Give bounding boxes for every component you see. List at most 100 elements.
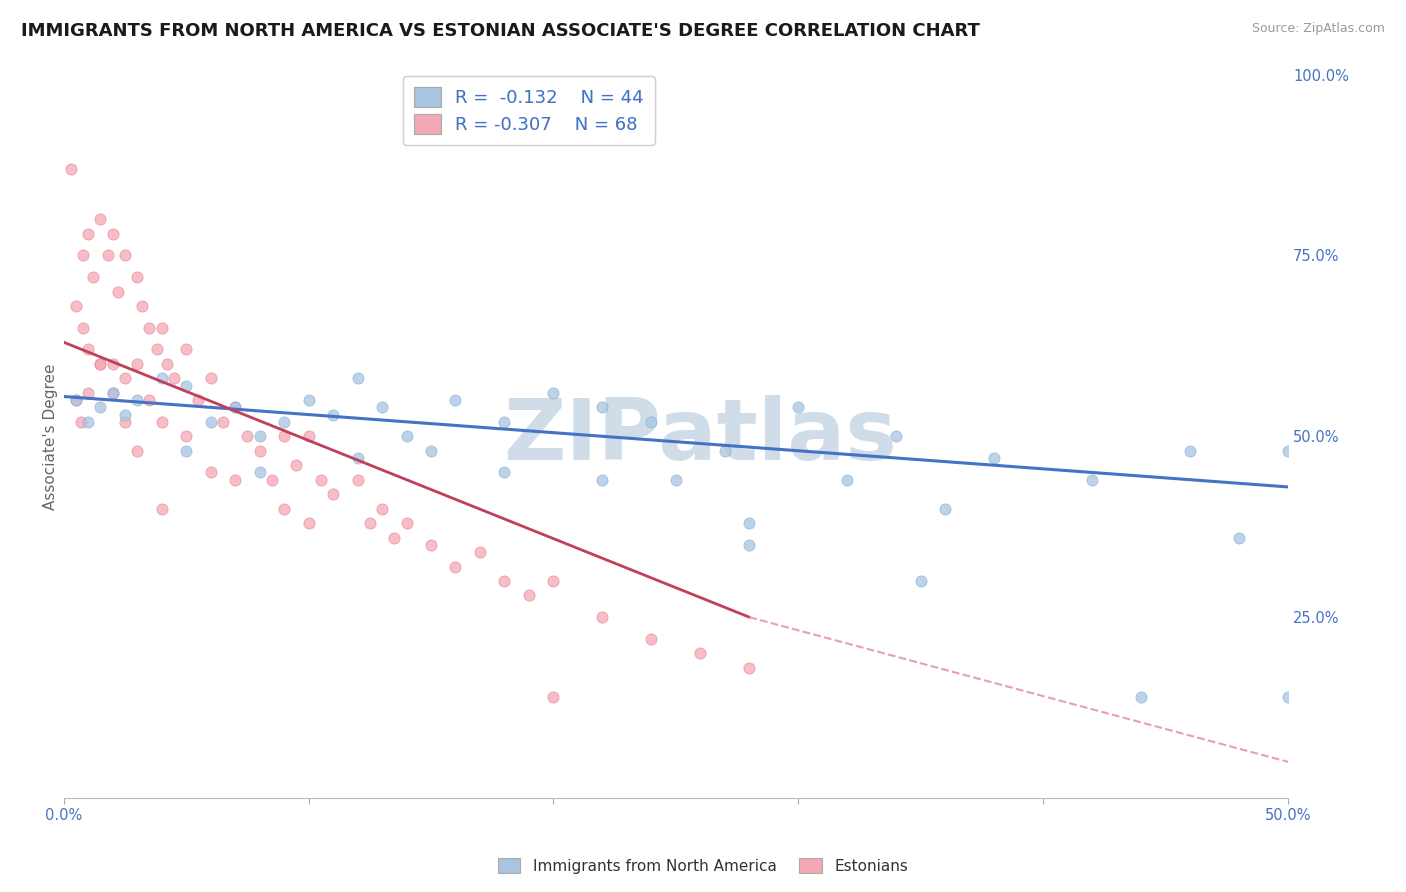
- Point: [395, 429, 418, 443]
- Point: [150, 501, 173, 516]
- Point: [884, 429, 907, 443]
- Point: [200, 466, 222, 480]
- Point: [155, 357, 177, 371]
- Point: [65, 299, 87, 313]
- Point: [138, 393, 160, 408]
- Point: [174, 443, 197, 458]
- Point: [640, 632, 662, 646]
- Point: [738, 538, 761, 552]
- Point: [200, 371, 222, 385]
- Point: [89, 357, 111, 371]
- Point: [72, 248, 94, 262]
- Point: [543, 690, 565, 704]
- Point: [82, 270, 104, 285]
- Point: [224, 401, 246, 415]
- Point: [174, 429, 197, 443]
- Point: [359, 516, 381, 530]
- Point: [591, 473, 613, 487]
- Point: [444, 393, 467, 408]
- Point: [77, 385, 100, 400]
- Point: [114, 248, 136, 262]
- Point: [174, 343, 197, 357]
- Point: [420, 443, 443, 458]
- Point: [543, 574, 565, 588]
- Point: [127, 393, 149, 408]
- Point: [89, 212, 111, 227]
- Point: [934, 501, 956, 516]
- Point: [114, 408, 136, 422]
- Point: [297, 429, 319, 443]
- Point: [69, 415, 91, 429]
- Point: [249, 443, 271, 458]
- Point: [145, 343, 167, 357]
- Point: [65, 393, 87, 408]
- Point: [249, 466, 271, 480]
- Point: [910, 574, 932, 588]
- Point: [395, 516, 418, 530]
- Point: [101, 357, 124, 371]
- Point: [77, 343, 100, 357]
- Point: [1130, 690, 1153, 704]
- Point: [494, 415, 516, 429]
- Point: [297, 393, 319, 408]
- Point: [163, 371, 186, 385]
- Point: [97, 248, 120, 262]
- Point: [444, 559, 467, 574]
- Point: [114, 415, 136, 429]
- Point: [138, 320, 160, 334]
- Point: [371, 501, 394, 516]
- Point: [114, 371, 136, 385]
- Point: [494, 466, 516, 480]
- Point: [346, 450, 368, 465]
- Point: [689, 646, 711, 660]
- Point: [273, 415, 295, 429]
- Point: [260, 473, 283, 487]
- Point: [468, 545, 491, 559]
- Point: [517, 589, 540, 603]
- Point: [127, 270, 149, 285]
- Point: [224, 401, 246, 415]
- Point: [420, 538, 443, 552]
- Point: [494, 574, 516, 588]
- Point: [187, 393, 209, 408]
- Point: [131, 299, 153, 313]
- Point: [273, 429, 295, 443]
- Point: [77, 415, 100, 429]
- Text: Source: ZipAtlas.com: Source: ZipAtlas.com: [1251, 22, 1385, 36]
- Point: [127, 443, 149, 458]
- Point: [72, 320, 94, 334]
- Point: [127, 357, 149, 371]
- Point: [273, 501, 295, 516]
- Point: [837, 473, 859, 487]
- Point: [543, 385, 565, 400]
- Point: [322, 487, 344, 501]
- Point: [200, 415, 222, 429]
- Point: [346, 473, 368, 487]
- Point: [150, 415, 173, 429]
- Point: [382, 531, 405, 545]
- Text: ZIPatlas: ZIPatlas: [503, 395, 897, 478]
- Point: [1178, 443, 1201, 458]
- Point: [89, 357, 111, 371]
- Point: [150, 320, 173, 334]
- Point: [309, 473, 332, 487]
- Point: [60, 161, 83, 176]
- Point: [1277, 443, 1299, 458]
- Point: [107, 285, 129, 299]
- Point: [224, 473, 246, 487]
- Point: [236, 429, 259, 443]
- Point: [371, 401, 394, 415]
- Point: [665, 473, 688, 487]
- Text: IMMIGRANTS FROM NORTH AMERICA VS ESTONIAN ASSOCIATE'S DEGREE CORRELATION CHART: IMMIGRANTS FROM NORTH AMERICA VS ESTONIA…: [21, 22, 980, 40]
- Y-axis label: Associate's Degree: Associate's Degree: [44, 363, 58, 509]
- Legend: Immigrants from North America, Estonians: Immigrants from North America, Estonians: [492, 852, 914, 880]
- Point: [1081, 473, 1104, 487]
- Point: [1277, 690, 1299, 704]
- Point: [1227, 531, 1250, 545]
- Point: [89, 401, 111, 415]
- Point: [738, 516, 761, 530]
- Point: [174, 378, 197, 392]
- Point: [297, 516, 319, 530]
- Point: [211, 415, 233, 429]
- Point: [77, 227, 100, 241]
